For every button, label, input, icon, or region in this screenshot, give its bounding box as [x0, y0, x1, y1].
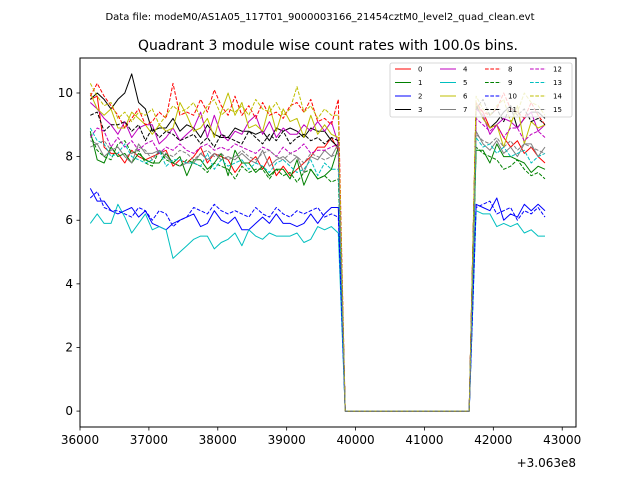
x-axis: 36000 37000 38000 39000 40000 41000 42000 43000 [61, 427, 581, 447]
series-line-4 [89, 102, 546, 412]
legend-label-5: 5 [463, 79, 467, 87]
plot-frame [79, 57, 577, 428]
legend-label-12: 12 [553, 66, 562, 74]
legend-label-2: 2 [418, 93, 422, 101]
series-line-11 [90, 98, 546, 412]
series-layer [89, 73, 546, 412]
legend-label-1: 1 [418, 79, 422, 87]
series-line-12 [89, 117, 546, 412]
legend-label-7: 7 [463, 106, 467, 114]
legend-label-3: 3 [418, 106, 422, 114]
legend-label-6: 6 [463, 93, 468, 101]
series-line-5 [89, 203, 545, 412]
x-tick-label: 36000 [61, 433, 99, 447]
series-line-3 [89, 73, 546, 412]
series-line-13 [89, 127, 546, 412]
series-line-2 [89, 188, 546, 412]
legend-label-14: 14 [553, 93, 562, 101]
legend-label-0: 0 [418, 66, 422, 74]
x-tick-label: 43000 [543, 433, 581, 447]
legend-label-9: 9 [508, 79, 512, 87]
y-tick-label: 0 [65, 404, 73, 418]
y-tick-label: 2 [65, 340, 73, 354]
x-tick-label: 39000 [268, 433, 306, 447]
y-tick-label: 8 [65, 150, 73, 164]
x-tick-label: 40000 [336, 433, 374, 447]
series-line-7 [90, 130, 546, 412]
legend-label-8: 8 [508, 66, 512, 74]
y-axis: 0 2 4 6 8 10 [58, 86, 80, 418]
series-line-1 [89, 131, 546, 412]
x-tick-label: 37000 [130, 433, 168, 447]
data-file-label: Data file: modeM0/AS1A05_117T01_90000031… [105, 12, 534, 23]
series-line-15 [90, 133, 546, 412]
x-tick-label: 42000 [474, 433, 512, 447]
legend-label-10: 10 [508, 93, 517, 101]
legend-label-15: 15 [553, 106, 562, 114]
series-line-10 [89, 191, 546, 412]
y-tick-label: 10 [58, 86, 73, 100]
x-tick-label: 38000 [199, 433, 237, 447]
chart-title: Quadrant 3 module wise count rates with … [138, 38, 518, 54]
legend-label-13: 13 [553, 79, 562, 87]
legend-label-4: 4 [463, 66, 468, 74]
x-tick-label: 41000 [405, 433, 443, 447]
y-tick-label: 4 [65, 277, 73, 291]
x-offset-label: +3.063e8 [517, 456, 576, 470]
y-tick-label: 6 [65, 213, 73, 227]
legend-label-11: 11 [508, 106, 517, 114]
legend-box [389, 62, 573, 118]
